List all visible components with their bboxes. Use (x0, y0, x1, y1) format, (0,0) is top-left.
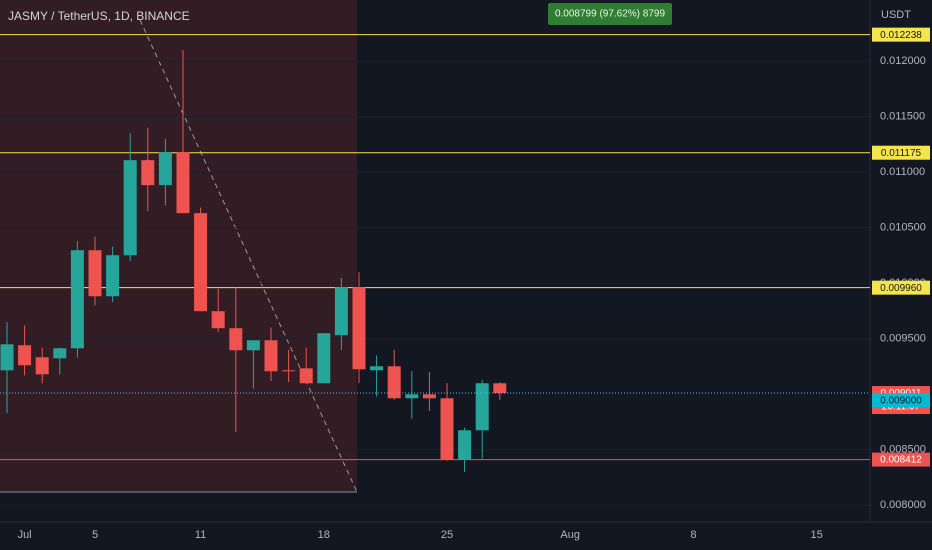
y-tick-label: 0.011000 (880, 166, 925, 178)
candle-body (246, 340, 260, 351)
level-label: 0.012238 (880, 30, 922, 41)
shaded-range (0, 0, 357, 492)
candle-body (176, 152, 190, 214)
candle-body (211, 311, 225, 329)
x-tick-label: 15 (810, 529, 822, 541)
level-label: 0.011175 (881, 148, 922, 159)
candle-body (370, 366, 384, 371)
y-tick-label: 0.010500 (880, 222, 926, 234)
y-tick-label: 0.009500 (880, 333, 926, 345)
level-box (872, 280, 930, 295)
candle-body (422, 394, 436, 399)
level-label: 0.009960 (880, 283, 922, 294)
marker-box (872, 393, 930, 408)
candle-body (440, 398, 454, 460)
candle-body (158, 152, 172, 186)
chart-title: JASMY / TetherUS, 1D, BINANCE (8, 9, 190, 23)
x-tick-label: 18 (318, 529, 330, 541)
x-tick-label: Aug (560, 529, 580, 541)
marker-label: 0.009000 (880, 395, 922, 406)
candle-body (18, 345, 32, 366)
candle-body (141, 160, 155, 186)
candle-body (88, 250, 102, 297)
candle-body (405, 394, 419, 399)
y-tick-label: 0.011500 (880, 111, 925, 123)
candle-body (475, 383, 489, 431)
level-box (872, 145, 930, 160)
candle-body (282, 370, 296, 372)
candle-body (264, 340, 278, 372)
candle-body (53, 348, 67, 359)
x-tick-label: 8 (690, 529, 696, 541)
candle-body (334, 287, 348, 336)
y-tick-label: 0.008000 (880, 499, 926, 511)
trend-line (139, 19, 358, 493)
candle-body (458, 430, 472, 460)
candle-body (317, 333, 331, 384)
candle-body (493, 383, 507, 394)
candle-body (70, 250, 84, 349)
candle-body (106, 255, 120, 297)
y-tick-label: 0.012000 (880, 55, 926, 67)
measure-label: 0.008799 (97.62%) 8799 (555, 9, 666, 20)
level-box (872, 27, 930, 42)
x-tick-label: 5 (92, 529, 98, 541)
candle-body (229, 328, 243, 351)
candle-body (0, 344, 14, 371)
candle-body (352, 287, 366, 370)
axis-unit: USDT (881, 9, 911, 21)
candle-body (123, 160, 137, 256)
candle-body (194, 213, 208, 312)
candle-body (387, 366, 401, 399)
measure-box (548, 3, 672, 25)
level-label: 0.008412 (880, 455, 922, 466)
candle-body (299, 368, 313, 384)
x-tick-label: 25 (441, 529, 453, 541)
candle-body (35, 357, 49, 375)
x-tick-label: 11 (195, 529, 206, 541)
x-tick-label: Jul (18, 529, 32, 541)
level-box (872, 452, 930, 467)
